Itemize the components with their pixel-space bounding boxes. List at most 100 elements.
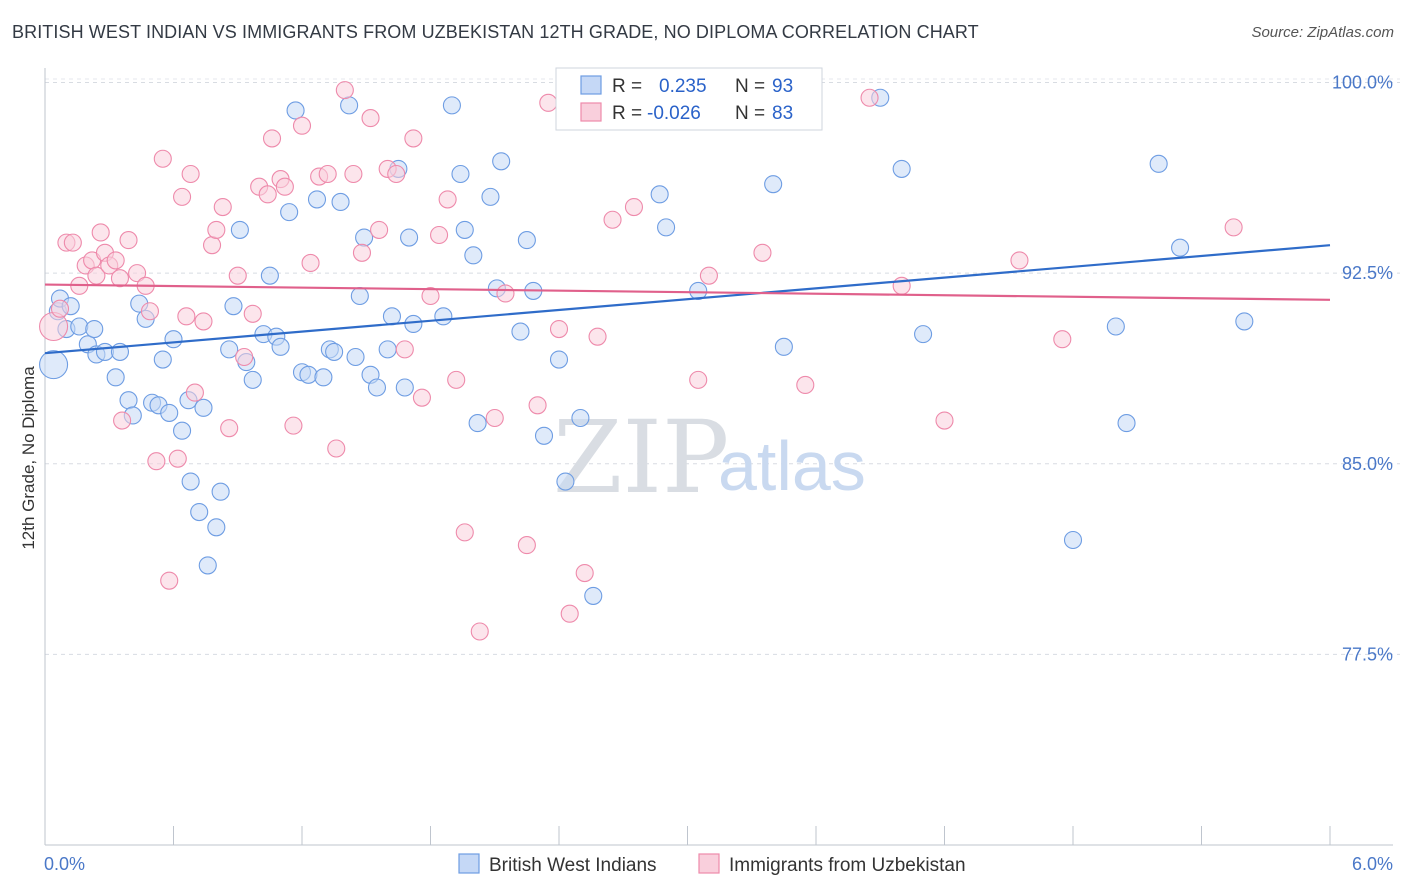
point-immigrants-uzbekistan	[140, 302, 159, 321]
point-immigrants-uzbekistan	[387, 164, 406, 184]
point-immigrants-uzbekistan	[213, 197, 232, 217]
point-british-west-indians	[442, 96, 461, 115]
point-british-west-indians	[395, 378, 414, 397]
point-immigrants-uzbekistan	[194, 312, 213, 331]
point-british-west-indians	[382, 307, 402, 326]
point-immigrants-uzbekistan	[91, 223, 110, 242]
point-british-west-indians	[271, 337, 290, 356]
point-british-west-indians	[307, 190, 327, 209]
point-british-west-indians	[286, 101, 305, 120]
x-tick-label: 0.0%	[44, 854, 85, 874]
point-immigrants-uzbekistan	[370, 220, 389, 239]
point-immigrants-uzbekistan	[344, 164, 363, 184]
point-immigrants-uzbekistan	[753, 243, 772, 262]
legend-n-value-2: 83	[772, 103, 793, 124]
point-british-west-indians	[224, 297, 243, 316]
point-british-west-indians	[160, 403, 179, 422]
point-british-west-indians	[764, 175, 783, 194]
point-immigrants-uzbekistan	[699, 266, 718, 285]
point-british-west-indians	[1063, 530, 1083, 550]
point-british-west-indians	[774, 337, 793, 356]
point-immigrants-uzbekistan	[113, 411, 132, 430]
point-british-west-indians	[434, 307, 453, 326]
point-immigrants-uzbekistan	[220, 419, 239, 438]
point-immigrants-uzbekistan	[455, 523, 474, 542]
point-british-west-indians	[220, 340, 239, 359]
point-immigrants-uzbekistan	[935, 411, 954, 430]
point-british-west-indians	[1235, 312, 1254, 331]
point-british-west-indians	[556, 472, 575, 491]
series-legend-label-blue: British West Indians	[489, 855, 657, 876]
x-tick-labels: 0.0% 6.0%	[44, 854, 1393, 874]
point-british-west-indians	[153, 350, 172, 369]
point-immigrants-uzbekistan	[335, 81, 354, 100]
point-british-west-indians	[190, 502, 209, 522]
point-british-west-indians	[455, 220, 474, 239]
watermark-atlas: atlas	[718, 427, 866, 505]
point-british-west-indians	[331, 192, 350, 212]
point-british-west-indians	[39, 350, 69, 380]
point-immigrants-uzbekistan	[603, 210, 622, 229]
point-british-west-indians	[404, 314, 423, 334]
series-legend-swatch-pink	[698, 853, 720, 874]
series-legend-swatch-blue	[458, 853, 480, 874]
legend-swatch-blue	[580, 75, 602, 95]
point-immigrants-uzbekistan	[575, 563, 594, 583]
point-british-west-indians	[464, 246, 483, 265]
point-british-west-indians	[400, 228, 419, 247]
point-immigrants-uzbekistan	[860, 88, 879, 107]
trend-line-immigrants-uzbekistan	[44, 283, 1331, 301]
point-british-west-indians	[346, 347, 365, 367]
point-british-west-indians	[549, 350, 569, 369]
point-british-west-indians	[325, 342, 344, 361]
point-immigrants-uzbekistan	[258, 185, 277, 204]
point-british-west-indians	[511, 322, 530, 341]
point-immigrants-uzbekistan	[228, 266, 247, 285]
legend-r-value-1: 0.235	[659, 76, 707, 97]
legend-swatch-pink	[580, 102, 602, 122]
point-immigrants-uzbekistan	[588, 327, 607, 346]
point-british-west-indians	[280, 203, 299, 222]
point-british-west-indians	[1117, 414, 1136, 433]
watermark: ZIP atlas	[553, 399, 866, 516]
chart-title: BRITISH WEST INDIAN VS IMMIGRANTS FROM U…	[12, 22, 979, 42]
point-immigrants-uzbekistan	[235, 347, 254, 367]
point-british-west-indians	[657, 218, 676, 237]
legend-n-value-1: 93	[772, 76, 793, 97]
point-immigrants-uzbekistan	[1224, 218, 1243, 237]
point-immigrants-uzbekistan	[318, 164, 337, 184]
point-immigrants-uzbekistan	[173, 187, 192, 206]
legend-r-label-1: R =	[612, 76, 642, 97]
point-british-west-indians	[468, 414, 487, 433]
point-immigrants-uzbekistan	[50, 299, 70, 318]
point-immigrants-uzbekistan	[128, 264, 147, 283]
point-british-west-indians	[70, 317, 89, 336]
point-immigrants-uzbekistan	[430, 225, 449, 245]
point-british-west-indians	[451, 164, 470, 184]
point-british-west-indians	[340, 96, 359, 115]
point-immigrants-uzbekistan	[284, 416, 303, 435]
point-british-west-indians	[1106, 317, 1125, 336]
point-immigrants-uzbekistan	[181, 164, 200, 184]
point-immigrants-uzbekistan	[147, 452, 166, 471]
point-british-west-indians	[299, 365, 318, 384]
y-tick-label: 85.0%	[1342, 454, 1393, 474]
point-british-west-indians	[492, 152, 511, 171]
point-british-west-indians	[230, 220, 249, 239]
axes	[44, 68, 1393, 846]
point-immigrants-uzbekistan	[528, 396, 547, 415]
point-immigrants-uzbekistan	[1053, 330, 1072, 349]
point-british-west-indians	[181, 472, 200, 491]
point-british-west-indians	[584, 586, 603, 605]
point-british-west-indians	[119, 391, 138, 410]
point-immigrants-uzbekistan	[549, 319, 569, 339]
point-british-west-indians	[534, 426, 554, 445]
point-immigrants-uzbekistan	[185, 383, 204, 402]
point-british-west-indians	[198, 556, 217, 575]
point-immigrants-uzbekistan	[485, 408, 504, 428]
trend-line-british-west-indians	[44, 244, 1331, 355]
y-tick-label: 92.5%	[1342, 263, 1393, 283]
point-immigrants-uzbekistan	[160, 571, 179, 590]
point-british-west-indians	[194, 398, 213, 417]
point-immigrants-uzbekistan	[106, 251, 125, 270]
